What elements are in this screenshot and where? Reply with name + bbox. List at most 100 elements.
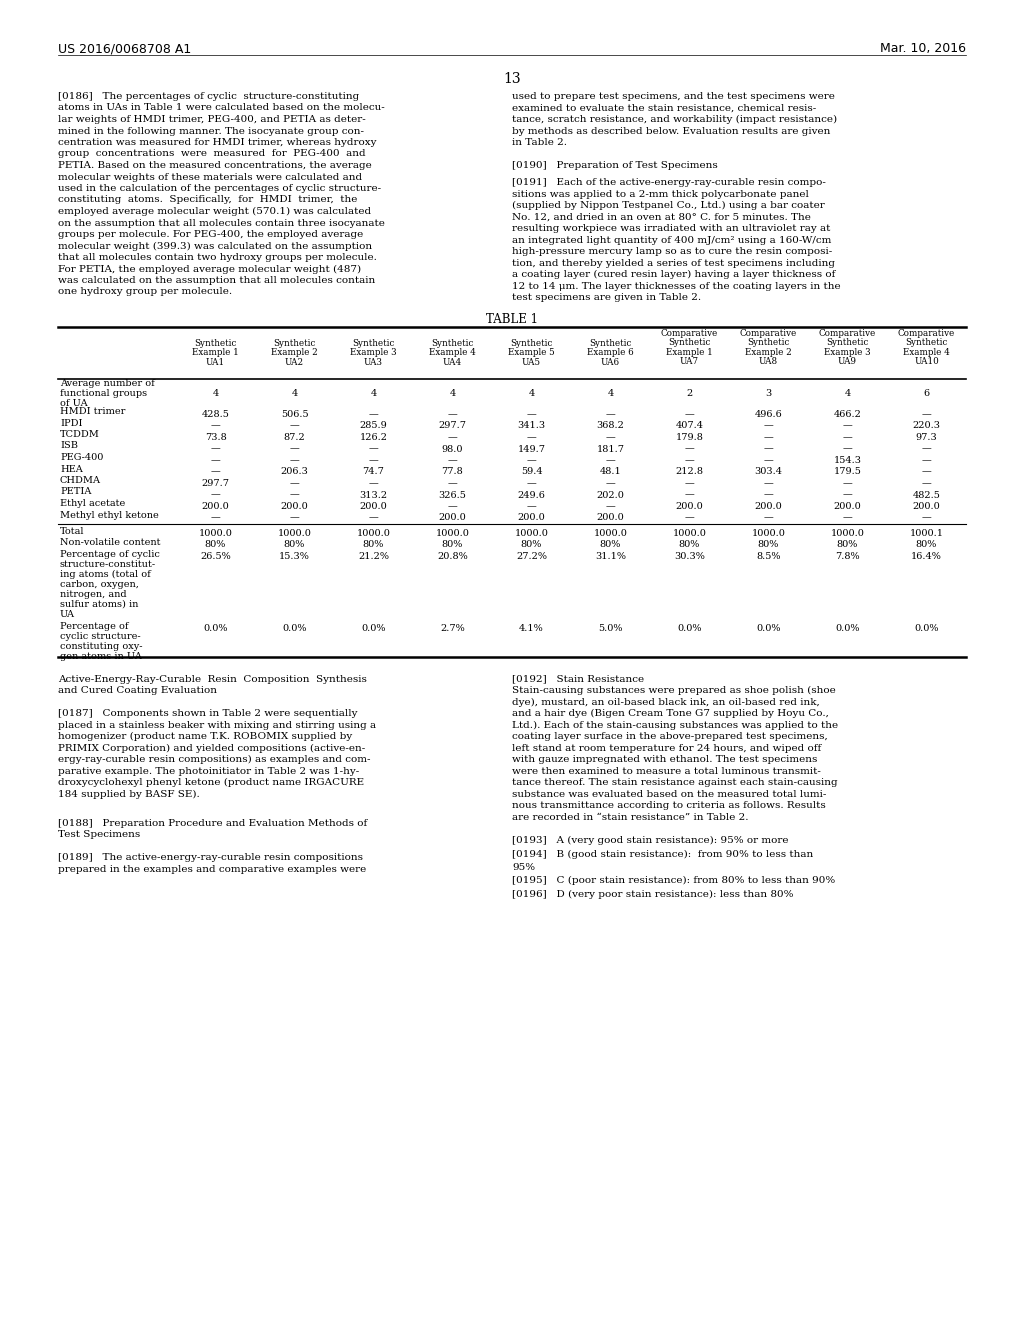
Text: —: —	[211, 467, 220, 477]
Text: and a hair dye (Bigen Cream Tone G7 supplied by Hoyu Co.,: and a hair dye (Bigen Cream Tone G7 supp…	[512, 709, 828, 718]
Text: an integrated light quantity of 400 mJ/cm² using a 160-W/cm: an integrated light quantity of 400 mJ/c…	[512, 236, 831, 244]
Text: —: —	[211, 421, 220, 430]
Text: [0186]   The percentages of cyclic  structure-constituting: [0186] The percentages of cyclic structu…	[58, 92, 359, 102]
Text: 2: 2	[686, 389, 692, 399]
Text: Synthetic: Synthetic	[273, 339, 315, 347]
Text: 87.2: 87.2	[284, 433, 305, 442]
Text: —: —	[447, 479, 458, 488]
Text: by methods as described below. Evaluation results are given: by methods as described below. Evaluatio…	[512, 127, 830, 136]
Text: Comparative: Comparative	[819, 329, 877, 338]
Text: UA7: UA7	[680, 358, 699, 366]
Text: examined to evaluate the stain resistance, chemical resis-: examined to evaluate the stain resistanc…	[512, 103, 816, 112]
Text: Ltd.). Each of the stain-causing substances was applied to the: Ltd.). Each of the stain-causing substan…	[512, 721, 838, 730]
Text: 1000.0: 1000.0	[515, 529, 549, 537]
Text: 59.4: 59.4	[520, 467, 543, 477]
Text: —: —	[843, 491, 852, 499]
Text: 74.7: 74.7	[362, 467, 384, 477]
Text: molecular weight (399.3) was calculated on the assumption: molecular weight (399.3) was calculated …	[58, 242, 372, 251]
Text: mined in the following manner. The isocyanate group con-: mined in the following manner. The isocy…	[58, 127, 364, 136]
Text: 20.8%: 20.8%	[437, 552, 468, 561]
Text: —: —	[290, 491, 299, 499]
Text: Example 1: Example 1	[667, 347, 713, 356]
Text: 1000.0: 1000.0	[199, 529, 232, 537]
Text: —: —	[211, 513, 220, 523]
Text: —: —	[764, 513, 773, 523]
Text: —: —	[290, 479, 299, 488]
Text: 30.3%: 30.3%	[674, 552, 705, 561]
Text: —: —	[447, 502, 458, 511]
Text: 200.0: 200.0	[438, 513, 466, 523]
Text: [0191]   Each of the active-energy-ray-curable resin compo-: [0191] Each of the active-energy-ray-cur…	[512, 178, 826, 187]
Text: atoms in UAs in Table 1 were calculated based on the molecu-: atoms in UAs in Table 1 were calculated …	[58, 103, 385, 112]
Text: 3: 3	[765, 389, 772, 399]
Text: Stain-causing substances were prepared as shoe polish (shoe: Stain-causing substances were prepared a…	[512, 686, 836, 696]
Text: 212.8: 212.8	[676, 467, 703, 477]
Text: groups per molecule. For PEG-400, the employed average: groups per molecule. For PEG-400, the em…	[58, 230, 364, 239]
Text: cyclic structure-: cyclic structure-	[60, 632, 140, 640]
Text: HMDI trimer: HMDI trimer	[60, 407, 125, 416]
Text: 200.0: 200.0	[834, 502, 861, 511]
Text: 95%: 95%	[512, 863, 536, 873]
Text: PETIA: PETIA	[60, 487, 91, 496]
Text: —: —	[922, 445, 932, 454]
Text: PRIMIX Corporation) and yielded compositions (active-en-: PRIMIX Corporation) and yielded composit…	[58, 743, 366, 752]
Text: —: —	[211, 491, 220, 499]
Text: 0.0%: 0.0%	[757, 624, 780, 632]
Text: 184 supplied by BASF SE).: 184 supplied by BASF SE).	[58, 789, 200, 799]
Text: —: —	[685, 491, 694, 499]
Text: —: —	[369, 455, 379, 465]
Text: —: —	[843, 445, 852, 454]
Text: 0.0%: 0.0%	[361, 624, 386, 632]
Text: 13: 13	[503, 73, 521, 86]
Text: 1000.0: 1000.0	[830, 529, 864, 537]
Text: Synthetic: Synthetic	[431, 339, 474, 347]
Text: Example 6: Example 6	[587, 348, 634, 358]
Text: —: —	[605, 411, 615, 418]
Text: resulting workpiece was irradiated with an ultraviolet ray at: resulting workpiece was irradiated with …	[512, 224, 830, 234]
Text: —: —	[605, 433, 615, 442]
Text: gen atoms in UA: gen atoms in UA	[60, 652, 142, 661]
Text: 16.4%: 16.4%	[911, 552, 942, 561]
Text: 303.4: 303.4	[755, 467, 782, 477]
Text: —: —	[922, 479, 932, 488]
Text: Average number of: Average number of	[60, 379, 155, 388]
Text: placed in a stainless beaker with mixing and stirring using a: placed in a stainless beaker with mixing…	[58, 721, 376, 730]
Text: tion, and thereby yielded a series of test specimens including: tion, and thereby yielded a series of te…	[512, 259, 835, 268]
Text: 200.0: 200.0	[597, 513, 625, 523]
Text: [0196]   D (very poor stain resistance): less than 80%: [0196] D (very poor stain resistance): l…	[512, 890, 794, 899]
Text: —: —	[290, 421, 299, 430]
Text: tance, scratch resistance, and workability (impact resistance): tance, scratch resistance, and workabili…	[512, 115, 838, 124]
Text: Methyl ethyl ketone: Methyl ethyl ketone	[60, 511, 159, 520]
Text: 407.4: 407.4	[676, 421, 703, 430]
Text: UA10: UA10	[914, 358, 939, 366]
Text: TABLE 1: TABLE 1	[486, 313, 538, 326]
Text: ISB: ISB	[60, 441, 78, 450]
Text: 4: 4	[292, 389, 298, 399]
Text: 297.7: 297.7	[438, 421, 467, 430]
Text: 27.2%: 27.2%	[516, 552, 547, 561]
Text: 80%: 80%	[521, 540, 542, 549]
Text: Example 2: Example 2	[745, 347, 792, 356]
Text: 200.0: 200.0	[202, 502, 229, 511]
Text: 341.3: 341.3	[517, 421, 546, 430]
Text: —: —	[922, 513, 932, 523]
Text: employed average molecular weight (570.1) was calculated: employed average molecular weight (570.1…	[58, 207, 371, 216]
Text: —: —	[526, 502, 537, 511]
Text: —: —	[211, 455, 220, 465]
Text: [0188]   Preparation Procedure and Evaluation Methods of: [0188] Preparation Procedure and Evaluat…	[58, 818, 368, 828]
Text: 496.6: 496.6	[755, 411, 782, 418]
Text: Comparative: Comparative	[898, 329, 955, 338]
Text: constituting oxy-: constituting oxy-	[60, 642, 142, 651]
Text: 200.0: 200.0	[517, 513, 546, 523]
Text: one hydroxy group per molecule.: one hydroxy group per molecule.	[58, 288, 232, 297]
Text: nitrogen, and: nitrogen, and	[60, 590, 127, 599]
Text: —: —	[685, 455, 694, 465]
Text: TCDDM: TCDDM	[60, 430, 100, 440]
Text: 0.0%: 0.0%	[677, 624, 701, 632]
Text: 1000.0: 1000.0	[594, 529, 628, 537]
Text: IPDI: IPDI	[60, 418, 83, 428]
Text: —: —	[369, 513, 379, 523]
Text: dye), mustard, an oil-based black ink, an oil-based red ink,: dye), mustard, an oil-based black ink, a…	[512, 698, 820, 708]
Text: functional groups: functional groups	[60, 389, 147, 397]
Text: 368.2: 368.2	[597, 421, 625, 430]
